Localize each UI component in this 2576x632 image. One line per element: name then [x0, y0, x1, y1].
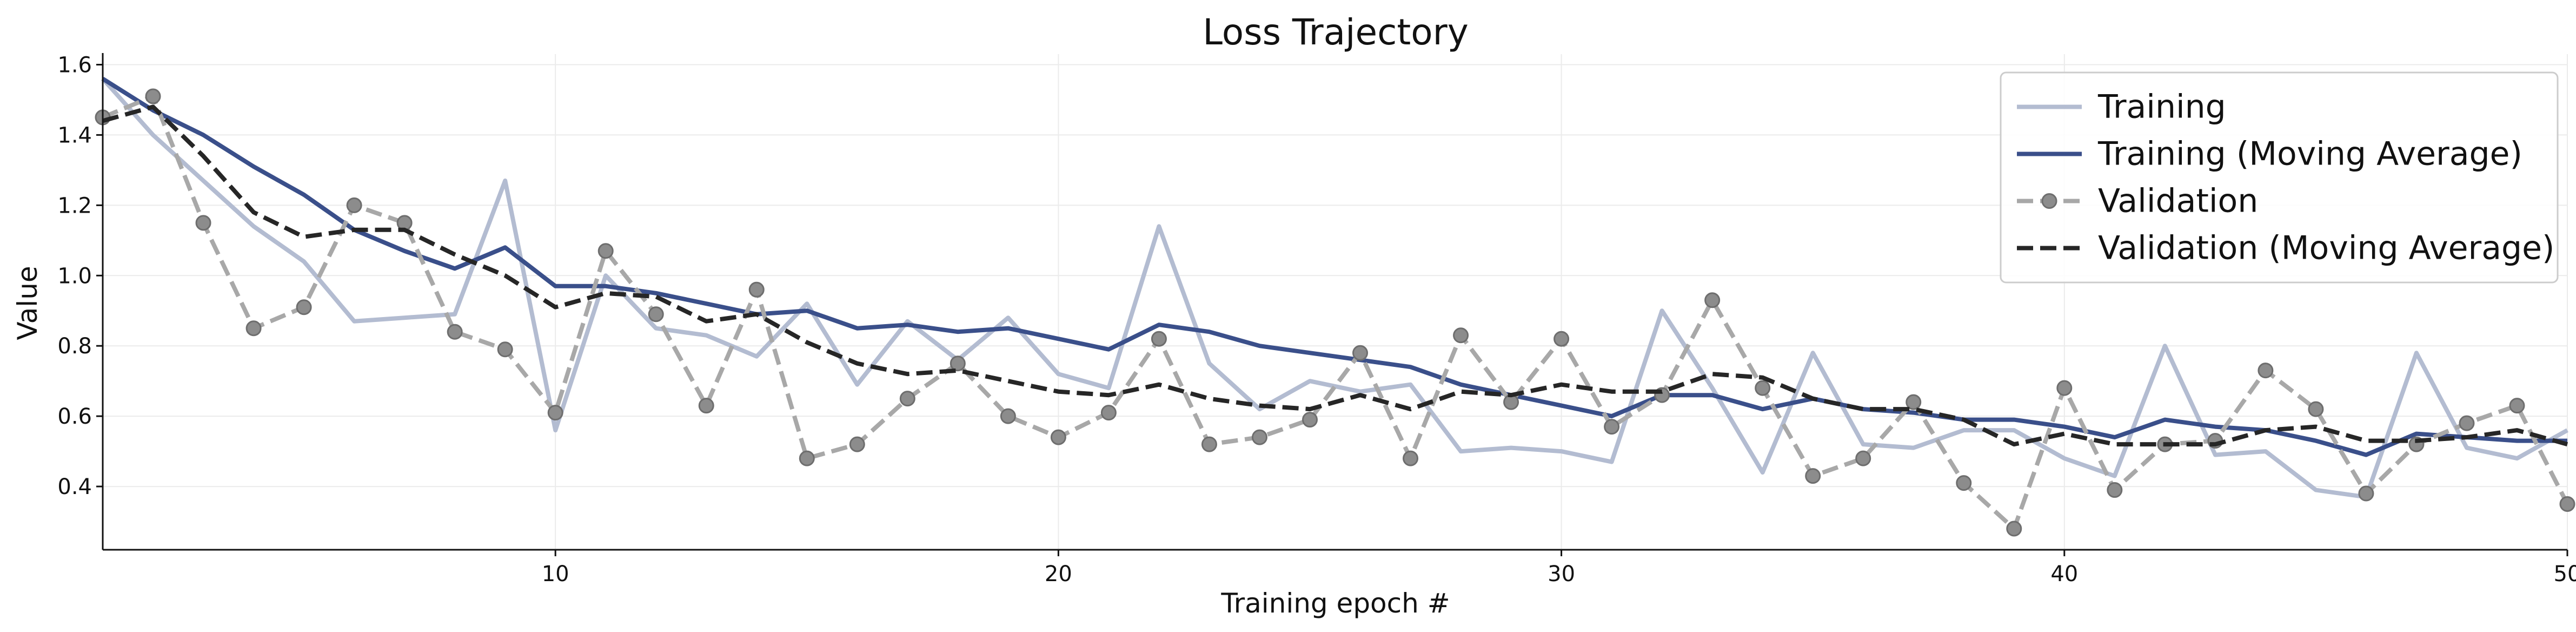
y-tick-label: 0.8: [57, 334, 92, 359]
legend-marker: [2041, 193, 2057, 209]
data-point-validation: [245, 320, 262, 337]
data-point-validation: [2459, 415, 2475, 431]
chart-title: Loss Trajectory: [1203, 11, 1469, 53]
data-point-validation: [1906, 394, 1922, 410]
data-point-validation: [1151, 331, 1167, 347]
data-point-validation: [2258, 363, 2274, 379]
data-point-validation: [1453, 327, 1469, 344]
data-point-validation: [899, 391, 915, 407]
axes: 10 20 30 40 50 0.4 0.6 0.8 1.0 1.2 1.4 1.6: [57, 52, 2576, 587]
data-point-validation: [698, 398, 714, 414]
data-point-validation: [1302, 412, 1318, 428]
x-tick-label: 20: [1045, 562, 1072, 587]
x-tick-label: 50: [2554, 562, 2576, 587]
data-point-validation: [1805, 468, 1821, 484]
data-point-validation: [1704, 292, 1721, 308]
data-point-validation: [1553, 331, 1570, 347]
data-point-validation: [1352, 345, 1369, 361]
data-point-validation: [346, 197, 362, 213]
data-point-validation: [195, 215, 211, 231]
series-line-training: [101, 77, 2568, 499]
data-point-validation: [1855, 450, 1871, 466]
data-point-validation: [447, 324, 463, 340]
data-point-validation: [2559, 496, 2575, 512]
data-point-validation: [145, 88, 161, 104]
series-group: [95, 77, 2575, 537]
legend-box: [2000, 71, 2559, 284]
data-point-validation: [799, 450, 815, 466]
data-point-validation: [1100, 405, 1117, 421]
y-tick-label: 0.6: [57, 404, 92, 429]
data-point-validation: [1403, 450, 1419, 466]
y-axis-label: Value: [12, 266, 43, 340]
data-point-validation: [2308, 401, 2324, 417]
legend: Training Training (Moving Average) Validat…: [2000, 71, 2559, 284]
data-point-validation: [748, 281, 765, 298]
data-point-validation: [2358, 485, 2374, 502]
x-tick-label: 30: [1548, 562, 1575, 587]
x-axis-label: Training epoch #: [1220, 588, 1450, 619]
data-point-validation: [1604, 419, 1620, 435]
legend-label: Validation (Moving Average): [2098, 229, 2554, 267]
data-point-validation: [547, 405, 563, 421]
x-tick-label: 40: [2050, 562, 2078, 587]
data-point-validation: [2056, 380, 2073, 396]
y-tick-label: 1.6: [57, 52, 92, 77]
data-point-validation: [2006, 521, 2022, 537]
data-point-validation: [296, 299, 312, 315]
data-point-validation: [1000, 408, 1016, 424]
data-point-validation: [950, 356, 966, 372]
y-tick-label: 0.4: [57, 475, 92, 499]
x-tick-label: 10: [542, 562, 569, 587]
series-line-training-moving-average: [101, 77, 2567, 457]
data-point-validation: [497, 341, 513, 358]
data-point-validation: [1251, 429, 1267, 445]
y-tick-label: 1.4: [57, 123, 92, 148]
legend-label: Training: [2097, 88, 2226, 126]
series-line-validation-moving-average: [102, 104, 2568, 447]
data-point-validation: [648, 306, 664, 322]
data-point-validation: [2509, 398, 2525, 414]
data-point-validation: [2107, 482, 2123, 498]
legend-label: Validation: [2098, 182, 2258, 220]
legend-label: Training (Moving Average): [2097, 135, 2522, 173]
data-point-validation: [849, 436, 865, 452]
y-tick-label: 1.2: [57, 193, 92, 218]
y-tick-label: 1.0: [57, 264, 92, 288]
data-point-validation: [597, 243, 614, 259]
data-point-validation: [1201, 436, 1217, 452]
data-point-validation: [1956, 475, 1972, 491]
data-point-validation: [1755, 380, 1771, 396]
data-point-validation: [1050, 429, 1066, 445]
